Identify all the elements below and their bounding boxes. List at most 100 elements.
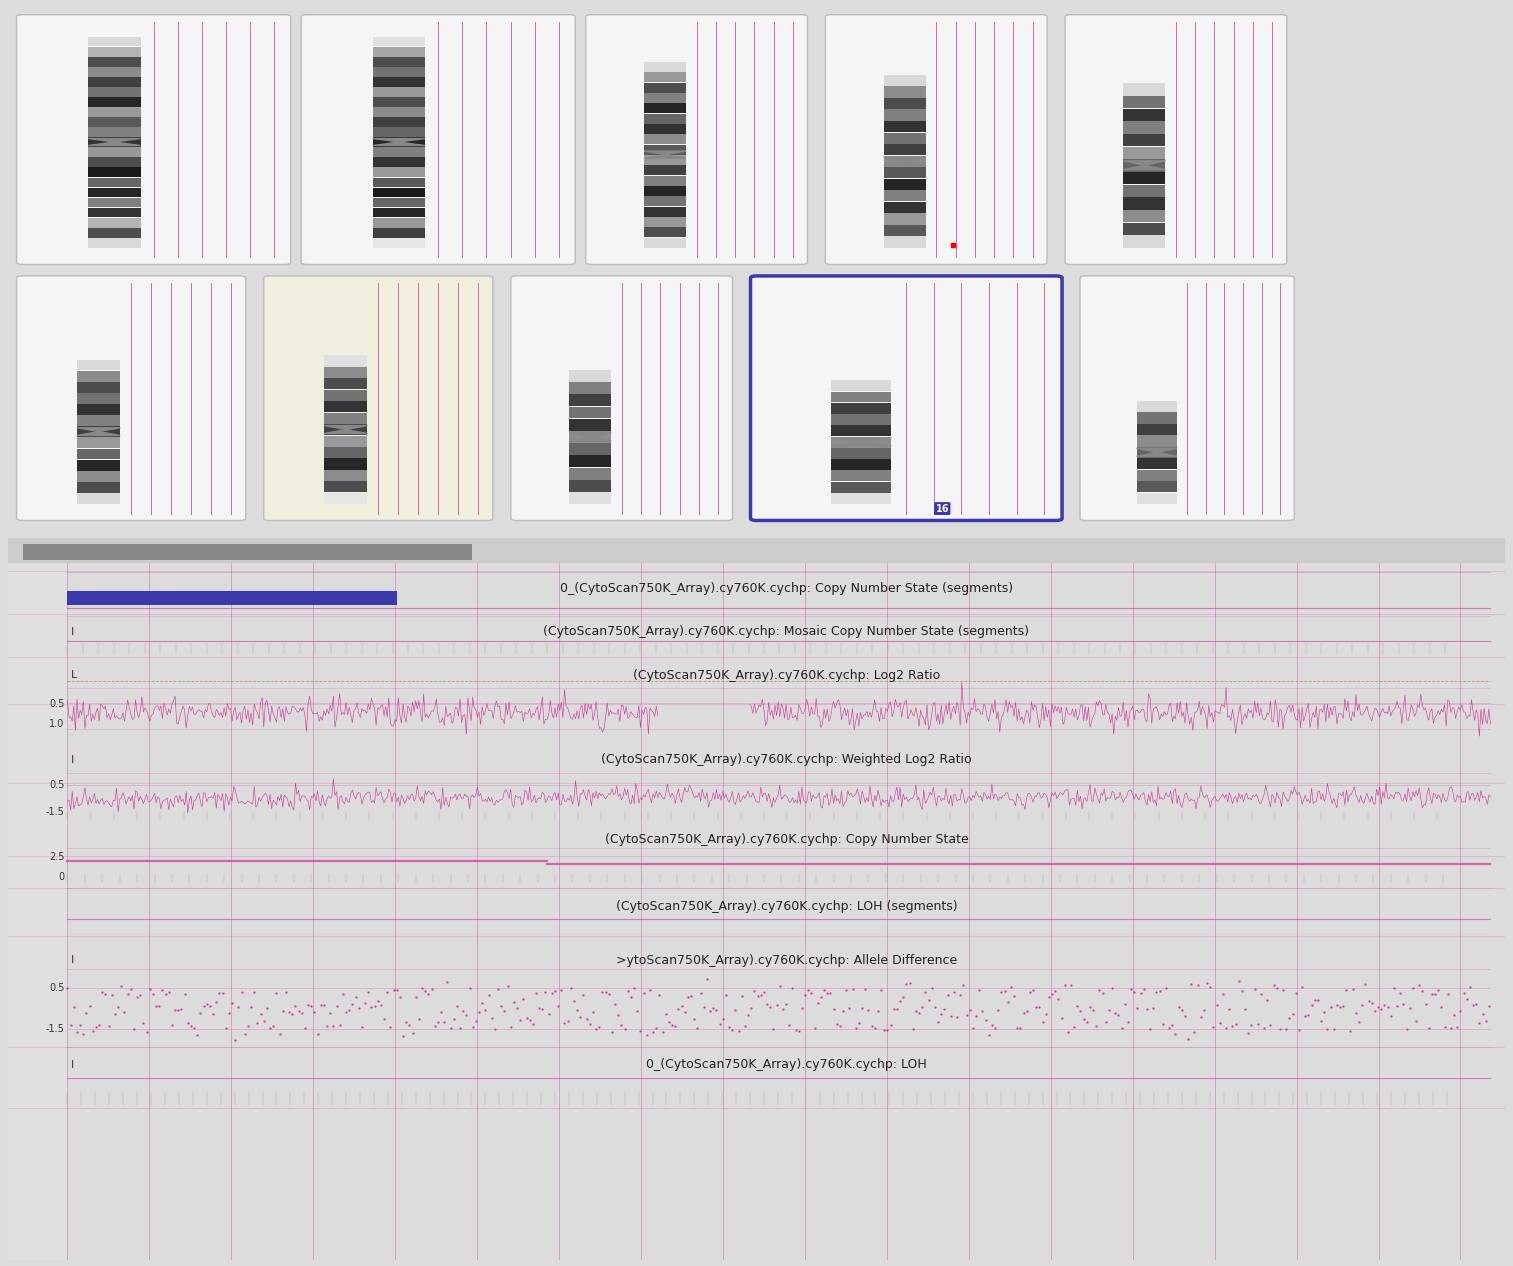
Point [1297,1005,1321,1025]
Bar [645,72,685,82]
Point [1160,1015,1185,1036]
Point [572,985,596,1005]
Point [141,984,165,1004]
Point [549,980,573,1000]
Point [297,995,321,1015]
Point [847,1013,871,1033]
Point [185,1024,209,1044]
Point [106,996,130,1017]
Bar [372,77,425,86]
Bar [88,57,141,67]
Point [182,1018,206,1038]
Bar [832,492,891,504]
Bar [884,97,926,109]
Point [1213,1018,1238,1038]
Bar [88,228,141,238]
Point [321,1015,345,1036]
Text: (CytoScan750K_Array).cy760K.cychp: Log2 Ratio: (CytoScan750K_Array).cy760K.cychp: Log2 … [632,668,940,681]
Point [717,1018,741,1038]
FancyBboxPatch shape [1080,276,1294,520]
Point [1451,982,1475,1003]
Point [236,1015,260,1036]
Bar [324,379,368,390]
Point [607,1005,631,1025]
Point [457,977,481,998]
Point [480,1008,504,1028]
Bar [569,406,611,419]
Point [262,1017,286,1037]
Point [1074,1013,1098,1033]
Bar [884,156,926,167]
Point [251,1012,275,1032]
Polygon shape [884,161,926,165]
Point [555,1012,579,1032]
Point [1062,1017,1086,1037]
Point [486,979,510,999]
Bar [324,401,368,413]
Point [514,1008,539,1028]
Polygon shape [77,432,120,436]
Point [126,986,150,1006]
Bar [88,187,141,197]
Bar [569,382,611,394]
Point [868,980,893,1000]
Point [778,1014,802,1034]
Polygon shape [645,154,685,158]
Point [192,995,216,1015]
Point [1465,994,1489,1014]
Point [1251,1018,1275,1038]
Point [1256,990,1280,1010]
Point [277,1003,301,1023]
Point [784,1019,808,1039]
Point [274,981,298,1001]
FancyBboxPatch shape [1065,15,1286,265]
Bar [88,97,141,106]
Point [474,1000,498,1020]
Point [1337,1020,1362,1041]
Bar [645,124,685,134]
Bar [645,186,685,196]
Point [1018,982,1042,1003]
Point [1085,1017,1109,1037]
Point [350,1017,374,1037]
Bar [1124,84,1165,95]
Point [1154,977,1179,998]
Bar [884,144,926,156]
Bar [372,57,425,67]
Point [97,1015,121,1036]
Point [1056,1022,1080,1042]
Point [300,996,324,1017]
Text: 0.5: 0.5 [48,699,65,709]
Point [935,985,959,1005]
Bar [77,494,120,504]
Point [109,976,133,996]
Point [248,1004,272,1024]
Point [422,1015,446,1036]
Point [1401,977,1425,998]
Bar [884,167,926,179]
Bar [324,458,368,470]
Point [147,996,171,1017]
Point [1036,986,1061,1006]
Point [720,1020,744,1041]
Point [564,1000,589,1020]
Bar [832,403,891,414]
Bar [23,544,472,560]
Point [844,1018,868,1038]
Text: 0_(CytoScan750K_Array).cy760K.cychp: LOH: 0_(CytoScan750K_Array).cy760K.cychp: LOH [646,1058,927,1071]
Point [410,977,434,998]
Bar [77,382,120,392]
Point [796,980,820,1000]
Point [204,993,228,1013]
Bar [1136,413,1177,424]
Point [328,1015,353,1036]
Point [198,996,222,1017]
Point [416,985,440,1005]
Point [729,985,753,1005]
Point [83,1017,107,1037]
Point [888,991,912,1012]
Point [859,1017,884,1037]
Point [711,1009,735,1029]
Text: (CytoScan750K_Array).cy760K.cychp: Weighted Log2 Ratio: (CytoScan750K_Array).cy760K.cychp: Weigh… [601,753,971,766]
Point [938,1005,962,1025]
